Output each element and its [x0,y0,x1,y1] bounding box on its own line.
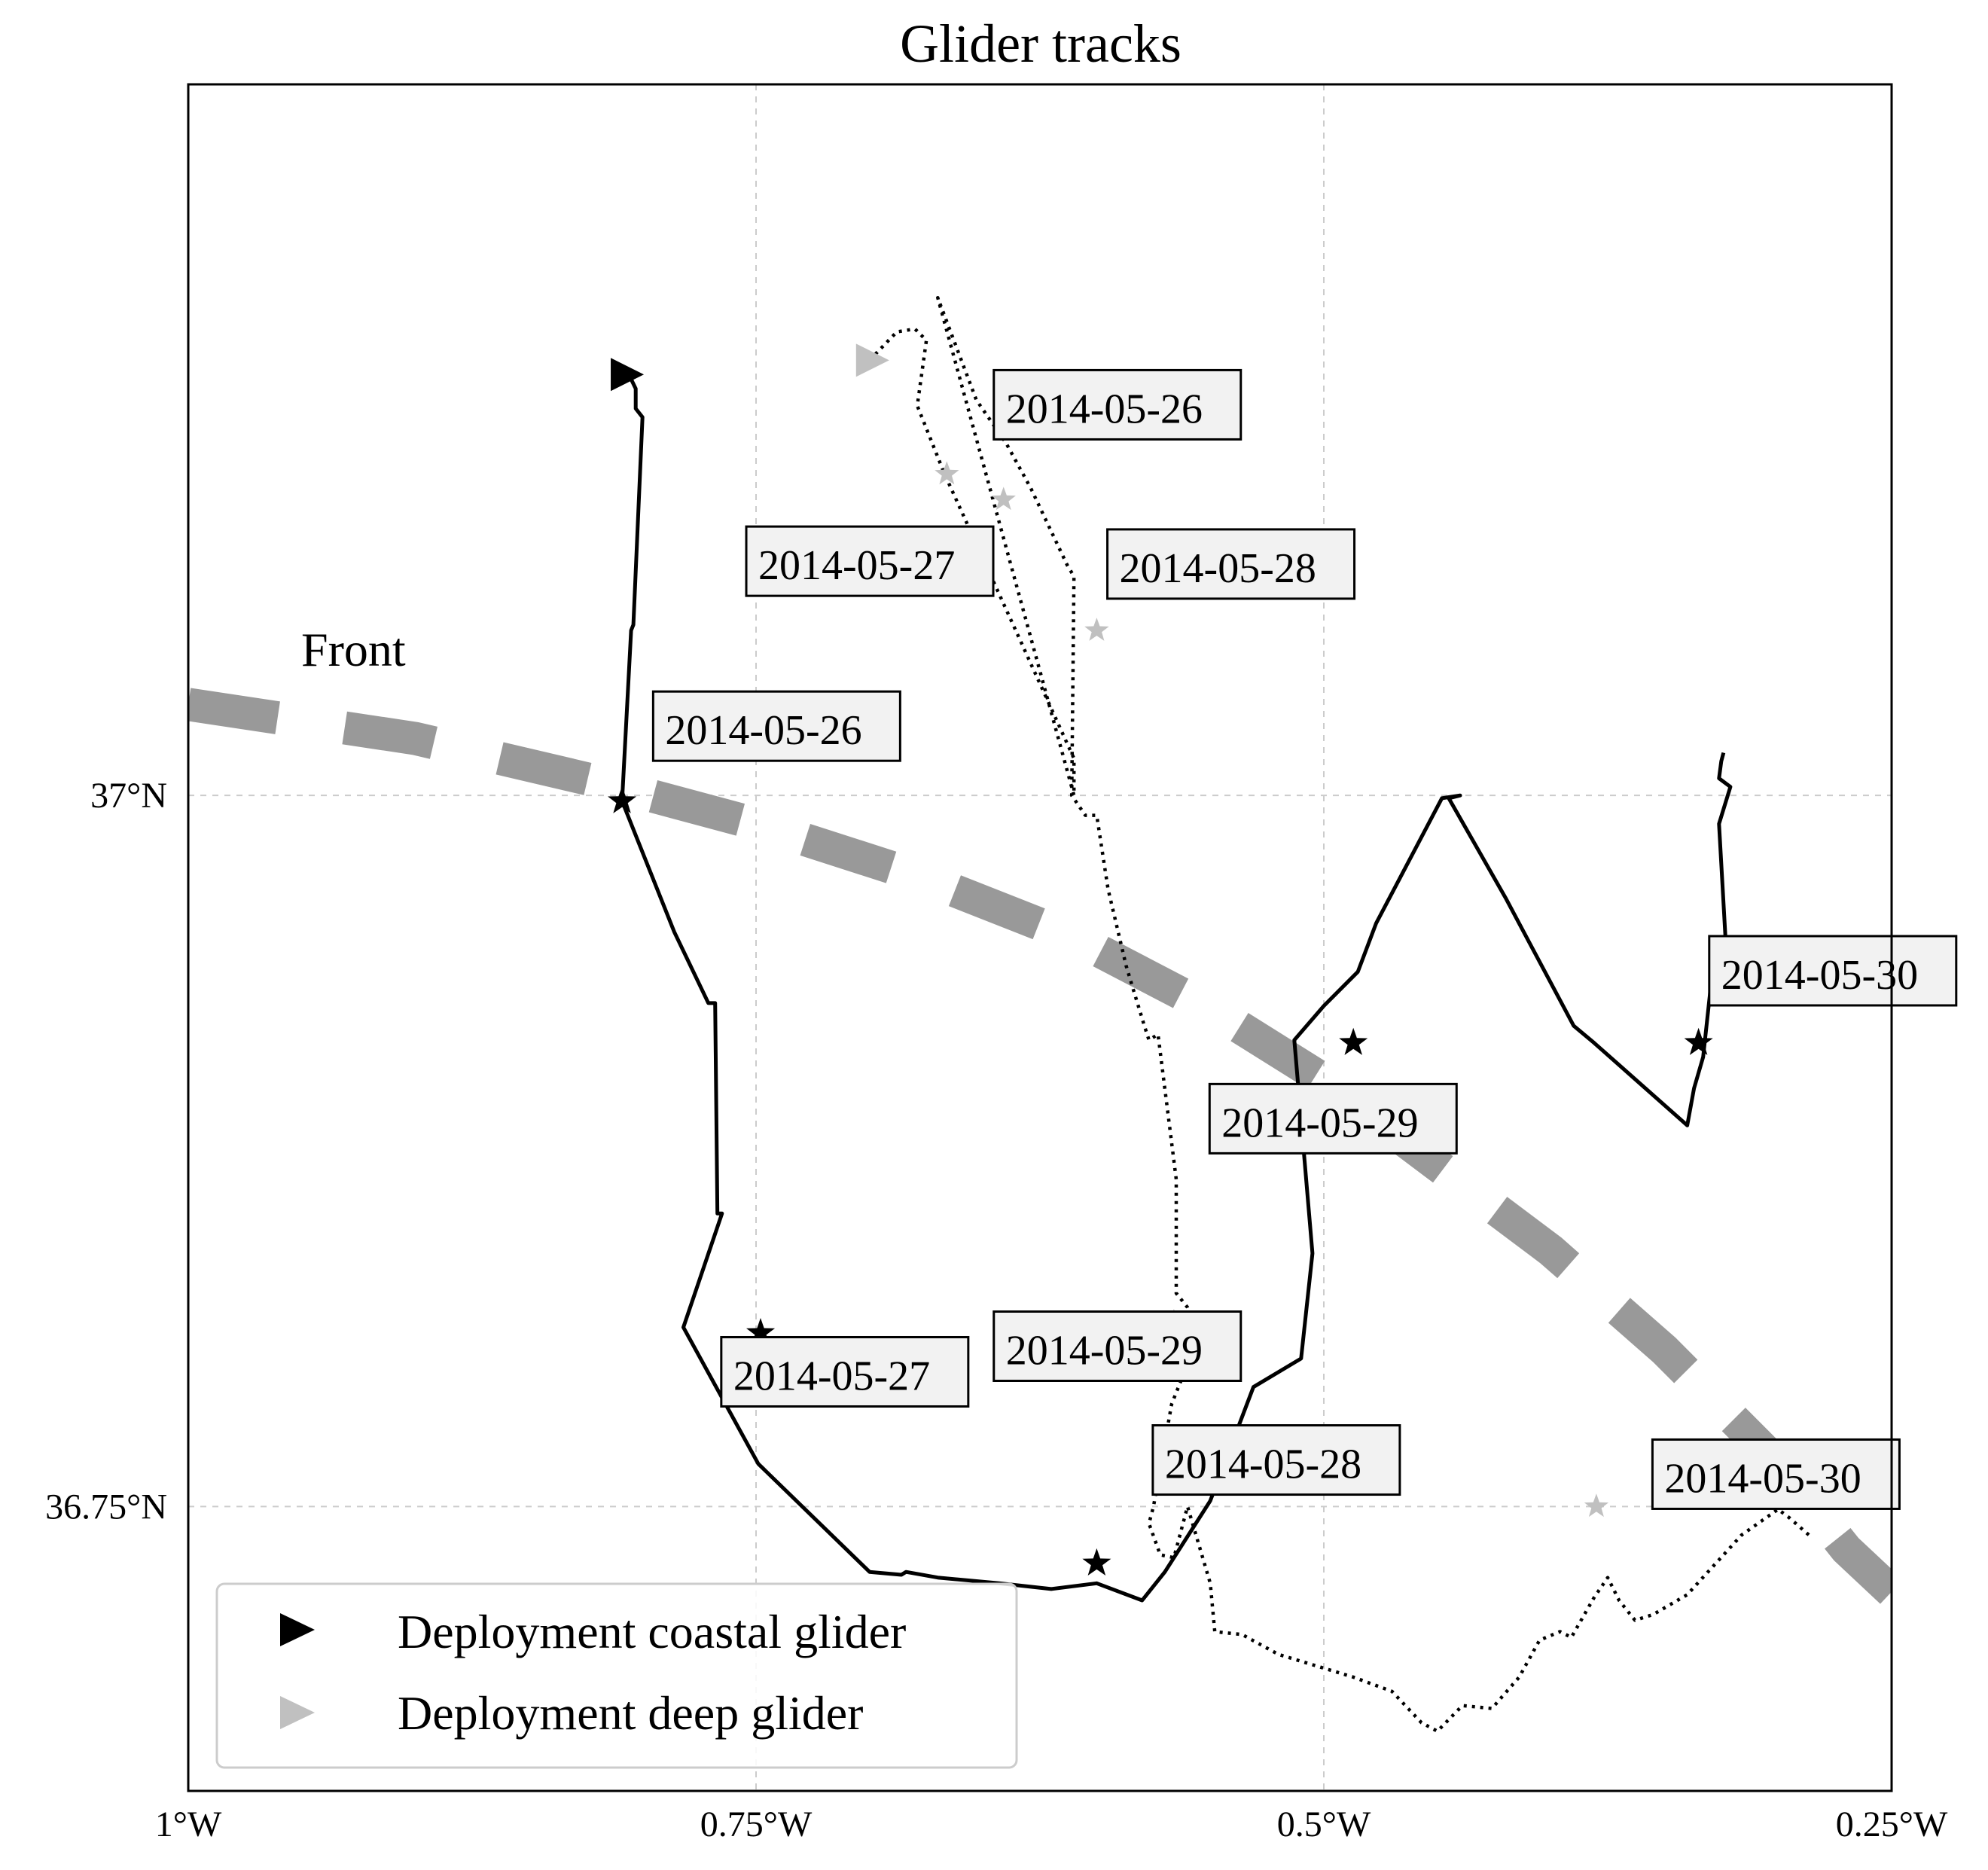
deep-date-label-box [992,1310,1242,1382]
legend-label-coastal: Deployment coastal glider [398,1605,906,1658]
coastal-date-label-box [1708,935,1958,1007]
legend-deep-marker-icon [280,1696,315,1729]
coastal-deployment-marker-icon [611,358,645,392]
coastal-date-label: 2014-05-29 [1208,1082,1458,1155]
deep-date-label-box [1106,528,1356,600]
coastal-date-star-icon [1684,1027,1713,1055]
legend: Deployment coastal glider Deployment dee… [215,1582,1018,1769]
map-title: Glider tracks [900,14,1182,74]
coastal-date-label-text: 2014-05-27 [733,1353,930,1399]
coastal-date-label-box [1151,1424,1401,1496]
deep-date-label: 2014-05-26 [992,368,1242,441]
coastal-date-star-icon [608,786,637,813]
coastal-date-label-text: 2014-05-26 [665,707,861,754]
deep-date-label-text: 2014-05-30 [1664,1455,1861,1502]
coastal-date-label-text: 2014-05-30 [1721,952,1918,999]
deep-date-label: 2014-05-28 [1106,528,1356,600]
legend-coastal-marker-icon [280,1613,315,1646]
deep-date-label-box [1651,1438,1901,1510]
x-tick-label: 0.5°W [1277,1804,1371,1844]
coastal-date-star-icon [746,1318,776,1346]
deep-date-star-icon [1584,1493,1609,1518]
coastal-date-star-icon [1082,1548,1111,1576]
date-labels: 2014-05-26 2014-05-27 2014-05-28 2014-05-29… [651,368,1958,1510]
coastal-date-label-box [720,1335,970,1408]
y-tick-label: 37°N [90,776,167,816]
deep-glider-track [868,296,1813,1733]
deep-date-star-icon [991,487,1016,511]
gridlines [188,84,1892,1791]
y-tick-label: 36.75°N [45,1487,167,1527]
coastal-date-label-text: 2014-05-29 [1221,1100,1418,1146]
coastal-date-label: 2014-05-30 [1708,935,1958,1007]
coastal-date-label: 2014-05-28 [1151,1424,1401,1496]
coastal-date-label-box [651,690,901,762]
deep-date-label-box [745,525,995,597]
deep-date-label: 2014-05-29 [992,1310,1242,1382]
coastal-date-label: 2014-05-27 [720,1335,970,1408]
glider-tracks [620,296,1813,1733]
legend-label-deep: Deployment deep glider [398,1686,863,1740]
deep-date-label-text: 2014-05-28 [1120,545,1316,592]
x-tick-label: 0.75°W [700,1804,813,1844]
plot-frame [187,83,1893,1792]
coastal-glider-track [620,372,1733,1603]
deep-deployment-marker-icon [855,343,889,377]
date-markers [608,343,1713,1576]
deep-date-label: 2014-05-27 [745,525,995,597]
coastal-date-label-text: 2014-05-28 [1165,1441,1361,1488]
deep-date-star-icon [935,461,959,485]
coastal-date-label: 2014-05-26 [651,690,901,762]
axis-ticks: 1°W 0.75°W 0.5°W 0.25°W 37°N 36.75°N [45,776,1948,1844]
front-label: Front [301,623,406,676]
deep-date-label-text: 2014-05-27 [758,542,955,589]
x-tick-label: 0.25°W [1836,1804,1948,1844]
coastal-date-label-box [1208,1082,1458,1155]
deep-date-star-icon [1084,618,1109,641]
deep-date-label-box [992,368,1242,441]
deep-date-label-text: 2014-05-29 [1006,1328,1203,1374]
x-tick-label: 1°W [155,1804,222,1844]
legend-box [215,1582,1018,1769]
coastal-date-star-icon [1339,1027,1368,1055]
deep-date-label: 2014-05-30 [1651,1438,1901,1510]
deep-date-label-text: 2014-05-26 [1006,386,1203,432]
